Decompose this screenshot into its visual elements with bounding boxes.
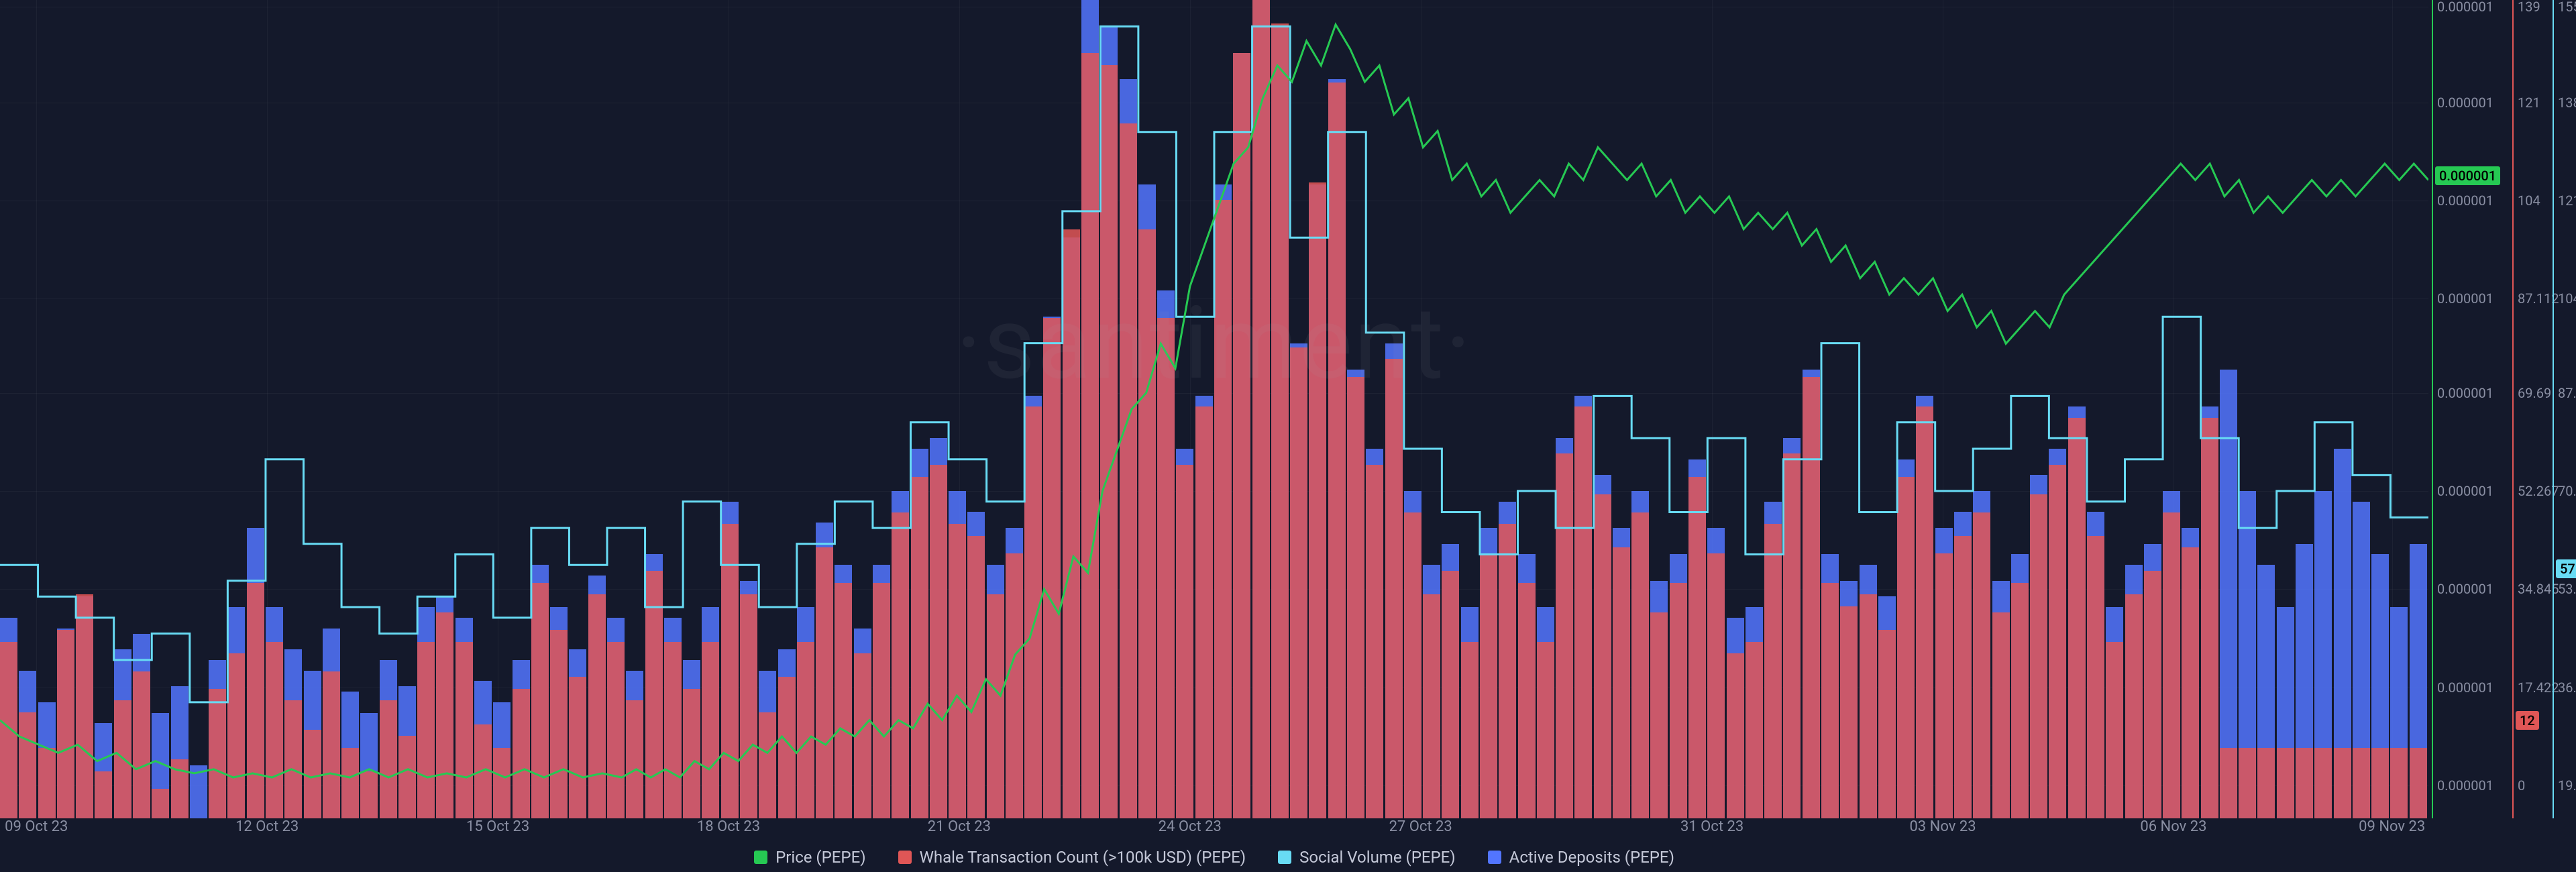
legend-label: Whale Transaction Count (>100k USD) (PEP… [920,848,1246,867]
y-tick: 36.787 [2558,679,2576,696]
y-tick: 0.000001 [2437,679,2493,696]
legend-swatch [1488,851,1501,864]
x-axis: 09 Oct 23 12 Oct 23 15 Oct 23 18 Oct 23 21 O… [0,818,2428,838]
y-tick: 87.67 [2558,385,2576,401]
x-tick: 12 Oct 23 [235,818,299,835]
x-tick: 27 Oct 23 [1389,818,1452,835]
legend-swatch [1278,851,1291,864]
y-tick: 104 [2518,193,2540,209]
y-tick: 0 [2518,777,2525,794]
y-tick: 0.000001 [2437,385,2493,401]
legend-label: Price (PEPE) [775,848,865,867]
y-axes: 0.000001 0.000001 0.000001 0.000001 0.000001… [2432,0,2576,818]
legend-item-social[interactable]: Social Volume (PEPE) [1278,848,1456,867]
legend-item-whale[interactable]: Whale Transaction Count (>100k USD) (PEP… [898,848,1246,867]
plot-area[interactable]: ·santiment· [0,0,2428,818]
x-tick: 31 Oct 23 [1680,818,1743,835]
x-tick: 06 Nov 23 [2140,818,2206,835]
y-tick: 0.000001 [2437,193,2493,209]
legend-swatch [754,851,767,864]
y-tick: 70.703 [2558,483,2576,499]
price-line [0,0,2428,818]
x-tick: 09 Nov 23 [2359,818,2425,835]
y-tick: 139 [2518,0,2540,15]
y-tick: 104 [2558,290,2576,307]
y-tick: 0.000001 [2437,483,2493,499]
legend-item-price[interactable]: Price (PEPE) [754,848,865,867]
current-value-badge: 0.000001 [2435,166,2500,185]
legend-swatch [898,851,912,864]
x-tick: 15 Oct 23 [466,818,529,835]
current-value-badge: 12 [2516,711,2539,730]
legend: Price (PEPE) Whale Transaction Count (>1… [0,848,2428,867]
y-tick: 0.000001 [2437,95,2493,111]
legend-item-deposits[interactable]: Active Deposits (PEPE) [1488,848,1674,867]
y-tick: 138 [2558,95,2576,111]
x-tick: 18 Oct 23 [697,818,760,835]
chart-container: ·santiment· 09 Oct 23 12 Oct 23 15 Oct 23 1… [0,0,2576,872]
legend-label: Active Deposits (PEPE) [1509,848,1674,867]
y-tick: 0.000001 [2437,0,2493,15]
y-tick: 0.000001 [2437,581,2493,597]
y-tick: 53.735 [2558,581,2576,597]
y-tick: 121 [2518,95,2540,111]
x-tick: 24 Oct 23 [1159,818,1222,835]
y-tick: 69.69 [2518,385,2551,401]
y-tick: 19.8 [2558,777,2576,794]
x-tick: 03 Nov 23 [1909,818,1976,835]
y-tick: 155 [2558,0,2576,15]
x-tick: 09 Oct 23 [5,818,68,835]
y-tick: 0.000001 [2437,777,2493,794]
current-value-badge: 57 [2556,559,2576,578]
x-tick: 21 Oct 23 [928,818,991,835]
y-tick: 0.000001 [2437,290,2493,307]
y-tick: 121 [2558,193,2576,209]
legend-label: Social Volume (PEPE) [1299,848,1456,867]
